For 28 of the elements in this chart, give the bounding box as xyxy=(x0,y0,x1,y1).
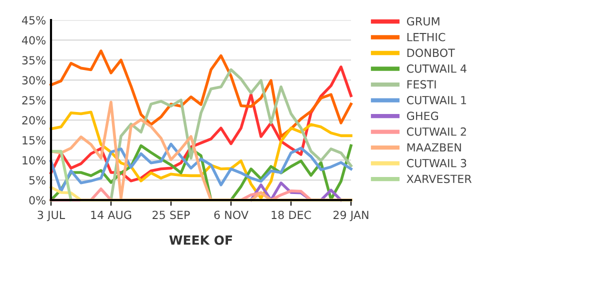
x-tick-label: 14 AUG xyxy=(91,210,132,220)
legend-label: GRUM xyxy=(406,17,440,26)
x-tick-label: 3 JUL xyxy=(38,210,66,222)
legend-label: GHEG xyxy=(406,112,438,120)
x-tick-label: 29 JAN xyxy=(333,210,368,222)
legend-label: CUTWAIL 1 xyxy=(406,96,466,104)
legend-label: MAAZBEN xyxy=(407,143,461,152)
y-tick-label: 0% xyxy=(29,196,46,204)
legend-label: FESTI xyxy=(407,80,436,89)
legend-label: CUTWAIL 3 xyxy=(406,158,466,168)
legend-label: DONBOT xyxy=(407,48,455,58)
y-tick-label: 35% xyxy=(22,56,46,64)
y-tick-label: 5% xyxy=(29,176,46,184)
y-tick-label: 45% xyxy=(22,16,46,24)
x-axis-title: WEEK OF xyxy=(169,235,232,245)
y-tick-label: 15% xyxy=(22,136,46,144)
y-tick-label: 20% xyxy=(22,116,46,124)
legend-label: CUTWAIL 2 xyxy=(406,127,466,136)
legend-label: XARVESTER xyxy=(406,174,472,184)
x-tick-label: 25 SEP xyxy=(152,210,190,220)
x-tick-label: 6 NOV xyxy=(214,210,248,220)
y-tick-label: 25% xyxy=(22,96,46,104)
y-tick-label: 10% xyxy=(22,156,46,164)
legend-label: LETHIC xyxy=(407,32,446,42)
legend-label: CUTWAIL 4 xyxy=(406,64,466,73)
y-tick-label: 40% xyxy=(22,36,46,44)
x-tick-label: 18 DEC xyxy=(272,210,311,220)
y-tick-label: 30% xyxy=(22,76,46,84)
